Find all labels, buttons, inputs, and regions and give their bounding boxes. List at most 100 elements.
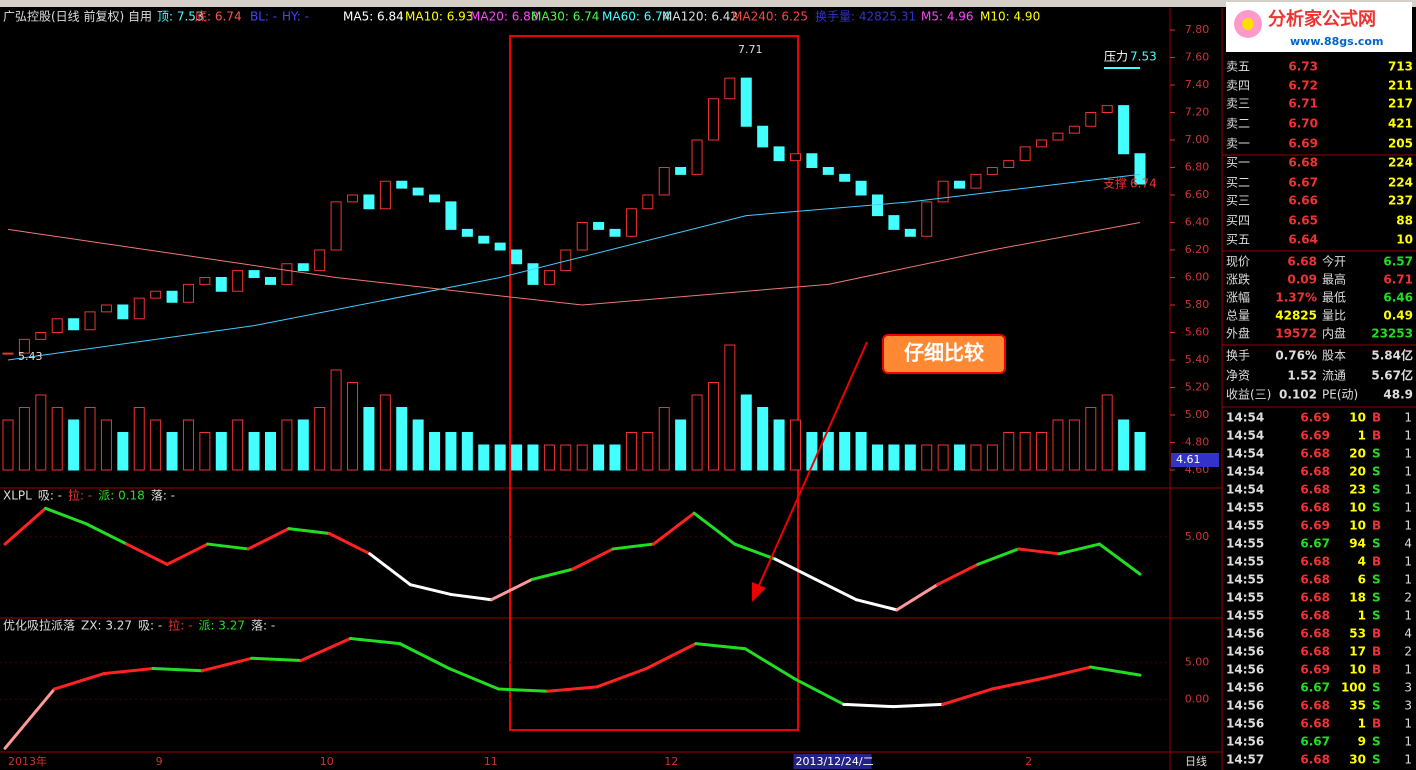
trade-count: 3 [1404,681,1412,695]
volume-bar [100,419,112,471]
order-volume: 88 [1396,214,1413,228]
x-tick-label: 2 [1025,755,1032,768]
order-label: 买一 [1226,156,1250,170]
stat-value: 1.37% [1275,291,1317,305]
y-tick-label: 7.80 [1185,23,1210,36]
candle [215,277,227,292]
trade-time: 14:56 [1226,699,1264,713]
trade-count: 2 [1404,591,1412,605]
volume-bar [1003,432,1015,471]
indicator-curve [327,532,372,556]
order-label: 卖五 [1226,60,1250,74]
order-label: 买五 [1226,233,1250,247]
indicator-curve [200,656,254,673]
trade-volume: 10 [1349,519,1366,533]
candle [543,270,555,285]
volume-bar [84,407,96,471]
indicator-curve [595,667,649,689]
volume-bar [527,444,539,471]
stat-label: 净资 [1226,369,1250,383]
volume-bar [625,432,637,471]
pane-header: 拉: - [68,488,92,503]
volume-bar [986,444,998,471]
trade-time: 14:56 [1226,717,1264,731]
trade-count: 1 [1404,501,1412,515]
trade-count: 1 [1404,573,1412,587]
y-tick-label: 4.80 [1185,436,1210,449]
volume-bar [740,394,752,471]
candle [429,194,441,203]
indicator-curve [44,506,88,526]
volume-bar [789,419,801,471]
order-volume: 713 [1388,60,1413,74]
y-tick-label: 5.20 [1185,381,1210,394]
trade-price: 6.68 [1300,753,1330,767]
candle [68,318,80,331]
y-tick-label: 5.60 [1185,326,1210,339]
volume-bar [675,419,687,471]
volume-bar [1118,419,1130,471]
trade-side: B [1372,717,1381,731]
trade-side: S [1372,735,1381,749]
trade-volume: 35 [1349,699,1366,713]
trade-time: 14:57 [1226,753,1264,767]
candle [347,194,359,203]
order-price: 6.73 [1288,60,1318,74]
order-volume: 224 [1388,176,1413,190]
volume-bar [494,444,506,471]
trade-count: 1 [1404,753,1412,767]
stat-label: 现价 [1226,255,1250,269]
candle [675,167,687,175]
order-label: 买二 [1226,176,1250,190]
trade-count: 1 [1404,519,1412,533]
trade-time: 14:54 [1226,429,1264,443]
trade-price: 6.69 [1300,663,1330,677]
indicator-curve [891,702,945,709]
trade-count: 3 [1404,699,1412,713]
indicator-curve [408,583,453,596]
volume-bar [429,432,441,471]
trade-side: S [1372,681,1381,695]
trade-price: 6.67 [1300,735,1330,749]
x-tick-label: 2013年 [8,754,47,768]
stat-value: 0.49 [1383,309,1413,323]
volume-bar [642,432,654,471]
candle [658,167,670,196]
candle [593,222,605,230]
stat-value: 6.71 [1383,273,1413,287]
indicator-value: M5: 4.96 [921,10,974,24]
pane-header: 吸: - [38,489,62,503]
indicator-curve [84,522,129,546]
annotation: 5.43 [18,350,43,363]
stat-label: 今开 [1322,254,1346,269]
volume-bar [478,444,490,471]
volume-bar [68,419,80,471]
trade-side: B [1372,555,1381,569]
indicator-value: MA5: 6.84 [343,10,404,24]
candle [1052,132,1064,141]
trade-side: S [1372,609,1381,623]
trade-side: S [1372,573,1381,587]
candle [199,277,211,285]
candle [1036,139,1048,148]
volume-bar [18,407,30,471]
indicator-value: HY: - [282,10,309,24]
trade-volume: 1 [1358,717,1366,731]
pane-header: 吸: - [138,619,162,633]
trade-volume: 23 [1349,483,1366,497]
indicator-curve [571,547,615,571]
volume-bar [412,419,424,471]
stat-label: 换手 [1226,349,1250,363]
indicator-value: BL: - [250,10,277,24]
candle [1019,146,1031,162]
trade-count: 1 [1404,735,1412,749]
candle [494,242,506,251]
volume-bar [396,407,408,471]
trade-price: 6.68 [1300,609,1330,623]
trade-side: B [1372,663,1381,677]
order-label: 买三 [1226,194,1250,208]
x-tick-label: 10 [320,755,334,768]
trade-volume: 4 [1358,555,1366,569]
trade-volume: 1 [1358,609,1366,623]
stat-value: 0.76% [1275,349,1317,363]
